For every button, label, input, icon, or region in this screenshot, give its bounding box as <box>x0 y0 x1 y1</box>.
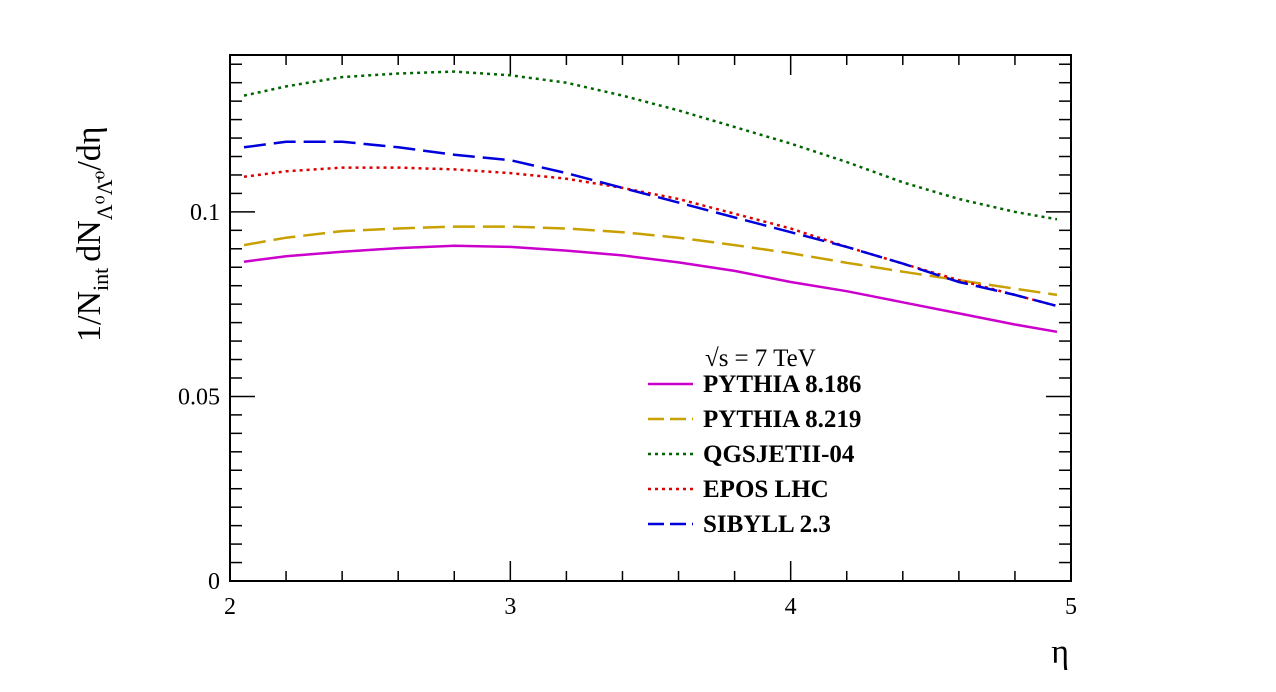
legend-label-4: SIBYLL 2.3 <box>703 511 831 538</box>
legend-label-0: PYTHIA 8.186 <box>703 371 861 398</box>
legend-header-root: √s <box>705 345 728 372</box>
y-axis-title-main-sub: int <box>88 268 113 291</box>
legend-entries: PYTHIA 8.186 PYTHIA 8.219 QGSJETII-04 EPOS … <box>648 371 861 538</box>
series-line-4 <box>243 140 1058 308</box>
legend-header-text: = 7 TeV <box>734 345 815 372</box>
y-axis-title: 1/Nint dNΛ⁰Λ̄⁰/dη <box>71 126 117 342</box>
legend-label-3: EPOS LHC <box>703 476 829 503</box>
y-axis-title-dn: dN <box>71 220 108 262</box>
y-tick-label: 0 <box>208 569 220 595</box>
series-line-3 <box>243 166 1058 308</box>
x-axis-title: η <box>1051 634 1069 671</box>
y-axis-title-main: 1/N <box>71 291 108 342</box>
x-tick-label: 5 <box>1065 594 1077 620</box>
series-line-1 <box>243 225 1058 297</box>
axis-ticks <box>229 55 1072 582</box>
series-lines <box>243 70 1058 334</box>
y-tick-label: 0.1 <box>190 200 220 226</box>
legend: √s = 7 TeV PYTHIA 8.186 PYTHIA 8.219 QGSJET… <box>648 345 861 538</box>
y-axis-title-tail: /dη <box>71 126 108 170</box>
axis-tick-labels: 2 3 4 5 0 0.05 0.1 <box>178 200 1077 620</box>
legend-header: √s = 7 TeV <box>705 345 816 372</box>
y-axis-title-dn-sub: Λ⁰Λ̄⁰ <box>92 170 117 220</box>
x-tick-label: 4 <box>785 594 797 620</box>
plot-frame <box>229 54 1072 582</box>
x-tick-label: 2 <box>224 594 236 620</box>
series-line-2 <box>243 70 1058 221</box>
legend-label-1: PYTHIA 8.219 <box>703 406 861 433</box>
series-line-0 <box>243 244 1058 334</box>
x-tick-label: 3 <box>504 594 516 620</box>
legend-label-2: QGSJETII-04 <box>703 441 855 468</box>
y-tick-label: 0.05 <box>178 384 220 410</box>
